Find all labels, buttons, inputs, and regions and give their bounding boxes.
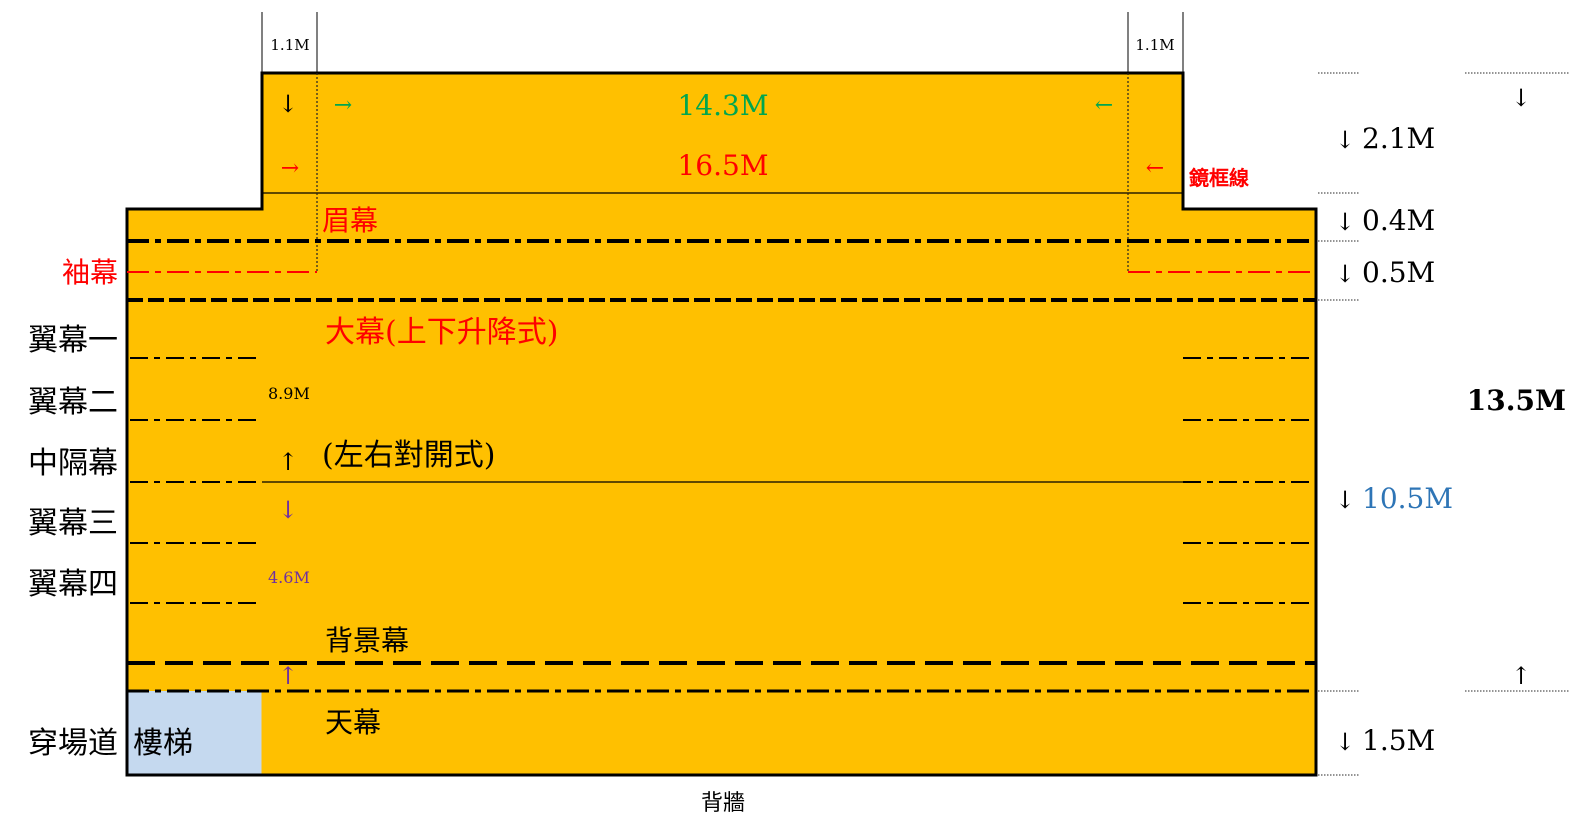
- upper-dim-label: 8.9M: [268, 384, 310, 403]
- crossover-depth-label: 1.5M: [1362, 724, 1435, 757]
- arrow-down-icon: ↓: [1335, 260, 1355, 288]
- sky-label: 天幕: [325, 706, 381, 739]
- width-outer-label: 16.5M: [677, 149, 768, 182]
- width-inner-label: 14.3M: [677, 89, 768, 122]
- mid-traveler-label: (左右對開式): [322, 438, 495, 473]
- arrow-down-icon: ↓: [1335, 486, 1355, 514]
- arrow-down-icon: ↓: [1335, 728, 1355, 756]
- wing-label-3: 翼幕三: [28, 506, 118, 541]
- arrow-down-icon: ↓: [1511, 84, 1531, 112]
- arrow-left-icon: ←: [1095, 93, 1113, 118]
- arrow-up-icon: ↑: [278, 662, 298, 690]
- proscenium-label: 鏡框線: [1189, 166, 1249, 190]
- total-depth-label: 13.5M: [1467, 384, 1566, 417]
- arrow-down-icon: ↓: [1335, 208, 1355, 236]
- apron-depth-label: 2.1M: [1362, 122, 1435, 155]
- stairs-label: 樓梯: [133, 726, 193, 761]
- right-ref-ticks: [1318, 72, 1569, 776]
- wing-label-2: 翼幕二: [28, 385, 118, 420]
- main-curtain-label: 大幕(上下升降式): [325, 315, 558, 350]
- wing-label-1: 翼幕一: [28, 323, 118, 358]
- wing-label-mid: 中隔幕: [28, 446, 118, 481]
- arrow-down-icon: ↓: [278, 496, 298, 524]
- main-depth-label: 10.5M: [1362, 482, 1453, 515]
- arrow-right-icon: →: [334, 93, 352, 118]
- arrow-up-icon: ↑: [1511, 662, 1531, 690]
- arrow-down-icon: ↓: [278, 90, 298, 118]
- valance-depth-label: 0.4M: [1362, 204, 1435, 237]
- arrow-down-icon: ↓: [1335, 126, 1355, 154]
- backdrop-label: 背景幕: [325, 624, 409, 657]
- lower-dim-label: 4.6M: [268, 568, 310, 587]
- stairs-block: [128, 691, 262, 774]
- arrow-left-icon: ←: [1146, 156, 1164, 181]
- arrow-up-icon: ↑: [278, 448, 298, 476]
- leg-label: 袖幕: [62, 256, 118, 289]
- valance-label: 眉幕: [322, 204, 378, 237]
- wing-lines: [130, 357, 1316, 604]
- back-wall-label: 背牆: [701, 791, 745, 815]
- wing-label-4: 翼幕四: [28, 567, 118, 602]
- side-width-right: 1.1M: [1135, 36, 1174, 54]
- stage-floor: [125, 71, 1318, 777]
- leg-depth-label: 0.5M: [1362, 256, 1435, 289]
- crossover-label: 穿場道: [28, 726, 118, 761]
- arrow-right-icon: →: [281, 156, 299, 181]
- side-width-left: 1.1M: [270, 36, 309, 54]
